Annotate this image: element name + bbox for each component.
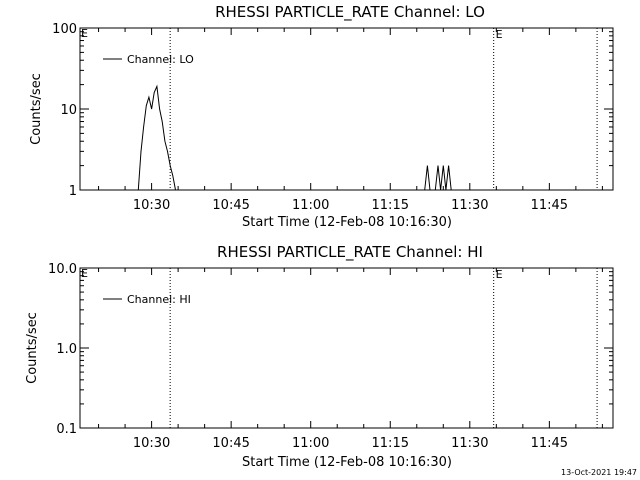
y-tick-label: 1: [69, 184, 77, 199]
y-axis-label: Counts/sec: [25, 312, 40, 384]
legend-label: Channel: LO: [127, 53, 194, 66]
x-tick-label: 11:00: [292, 436, 329, 451]
x-tick-label: 10:30: [133, 436, 170, 451]
y-tick-label: 0.1: [56, 422, 77, 437]
chart-title: RHESSI PARTICLE_RATE Channel: LO: [215, 3, 485, 22]
vertical-marker-label: E: [496, 28, 503, 41]
x-tick-label: 11:30: [451, 436, 488, 451]
series-line: [137, 84, 452, 191]
chart-title: RHESSI PARTICLE_RATE Channel: HI: [217, 243, 483, 262]
vertical-marker-label: E: [496, 268, 503, 281]
y-tick-label: 1.0: [56, 342, 77, 357]
x-tick-label: 11:45: [531, 198, 568, 213]
corner-label: E: [81, 267, 88, 280]
legend-label: Channel: HI: [127, 293, 191, 306]
chart-panel-lo: RHESSI PARTICLE_RATE Channel: LO Counts/…: [29, 3, 614, 230]
x-tick-label: 11:30: [451, 198, 488, 213]
x-tick-label: 10:45: [212, 198, 249, 213]
corner-label: E: [81, 27, 88, 40]
y-axis-label: Counts/sec: [29, 73, 44, 145]
x-tick-label: 10:45: [212, 436, 249, 451]
x-axis-label: Start Time (12-Feb-08 10:16:30): [242, 215, 452, 230]
x-tick-label: 11:45: [531, 436, 568, 451]
x-tick-label: 11:00: [292, 198, 329, 213]
x-axis-label: Start Time (12-Feb-08 10:16:30): [242, 455, 452, 470]
y-tick-label: 10: [60, 103, 77, 118]
footer-timestamp: 13-Oct-2021 19:47: [561, 468, 637, 477]
chart-panel-hi: RHESSI PARTICLE_RATE Channel: HI Counts/…: [25, 243, 614, 470]
y-tick-label: 100: [52, 22, 77, 37]
x-tick-label: 11:15: [372, 198, 409, 213]
x-tick-label: 11:15: [372, 436, 409, 451]
plot-frame: [79, 267, 614, 429]
x-tick-label: 10:30: [133, 198, 170, 213]
y-tick-label: 10.0: [48, 262, 77, 277]
